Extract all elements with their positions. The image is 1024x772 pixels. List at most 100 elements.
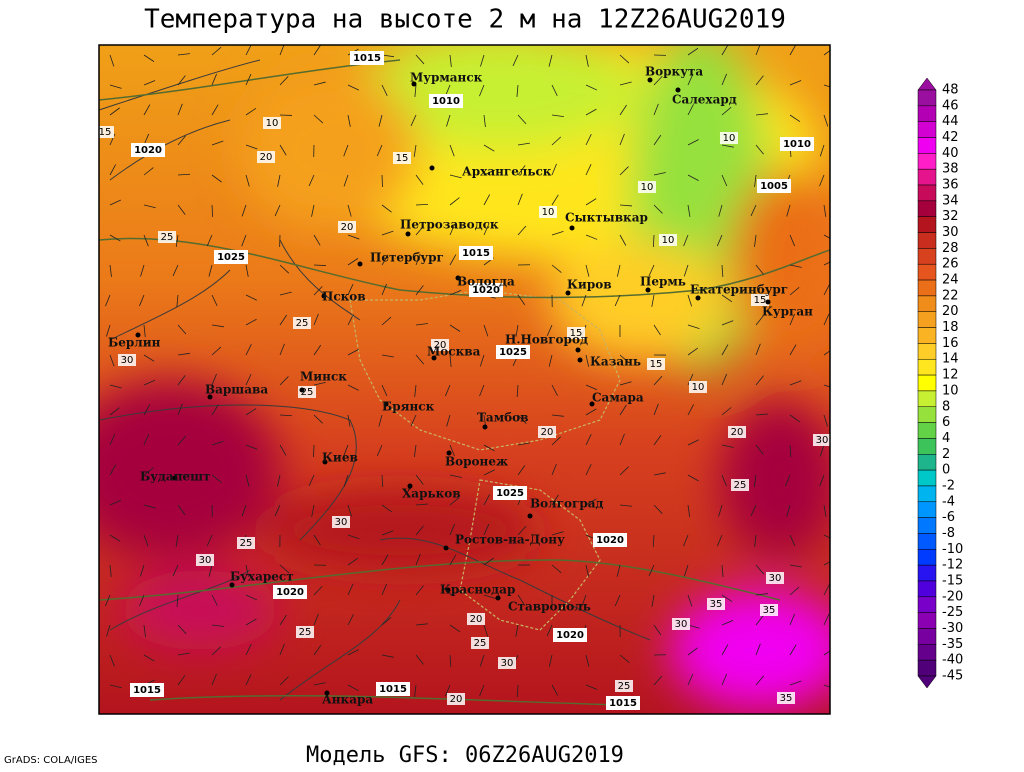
colorbar-swatch: [918, 375, 936, 391]
city-label: Н.Новгород: [505, 333, 588, 347]
colorbar-end: [918, 78, 936, 90]
city-dot: [300, 388, 305, 393]
city-label: Ставрополь: [508, 600, 591, 614]
colorbar-swatch: [918, 597, 936, 613]
isotherm-label: 25: [474, 638, 487, 649]
city-dot: [430, 166, 435, 171]
isobar-label: 1015: [462, 248, 490, 259]
isotherm-label: 30: [675, 619, 688, 630]
city-label: Салехард: [672, 93, 737, 107]
colorbar-label: 16: [942, 336, 959, 351]
colorbar-swatch: [918, 90, 936, 106]
colorbar-label: -12: [942, 558, 963, 573]
city-dot: [406, 232, 411, 237]
isobar-label: 1020: [134, 145, 162, 156]
city-label: Будапешт: [140, 470, 210, 484]
isobar-label: 1015: [379, 684, 407, 695]
colorbar-label: 4: [942, 431, 950, 446]
colorbar-label: -10: [942, 542, 963, 557]
colorbar-swatch: [918, 280, 936, 296]
isotherm-label: 30: [335, 517, 348, 528]
isotherm-label: 15: [99, 127, 112, 138]
city-dot: [483, 425, 488, 430]
colorbar-label: 44: [942, 114, 959, 129]
isotherm-label: 20: [470, 614, 483, 625]
colorbar-swatch: [918, 644, 936, 660]
colorbar-swatch: [918, 264, 936, 280]
colorbar-label: 18: [942, 320, 959, 335]
isotherm-label: 25: [734, 480, 747, 491]
isotherm-label: 10: [266, 118, 279, 129]
colorbar-label: 40: [942, 146, 959, 161]
colorbar-label: -25: [942, 605, 963, 620]
city-label: Сыктывкар: [565, 211, 648, 225]
colorbar-swatch: [918, 486, 936, 502]
city-label: Псков: [322, 290, 366, 304]
colorbar-swatch: [918, 613, 936, 629]
city-label: Пермь: [640, 275, 686, 289]
city-label: Мурманск: [410, 71, 483, 85]
colorbar-label: 34: [942, 193, 959, 208]
colorbar-label: 20: [942, 304, 959, 319]
colorbar-label: -20: [942, 589, 963, 604]
wind-arrow: [314, 265, 326, 266]
colorbar-swatch: [918, 343, 936, 359]
isobar-label: 1015: [353, 53, 381, 64]
colorbar-swatch: [918, 185, 936, 201]
colorbar-label: 0: [942, 463, 950, 478]
isobar-label: 1010: [783, 139, 811, 150]
colorbar-swatch: [918, 518, 936, 534]
city-label: Самара: [592, 391, 644, 405]
colorbar-label: 30: [942, 225, 959, 240]
city-label: Петербург: [370, 251, 444, 265]
colorbar-label: 14: [942, 352, 959, 367]
isotherm-label: 20: [260, 152, 273, 163]
city-label: Анкара: [322, 693, 373, 707]
city-label: Тамбов: [477, 411, 528, 425]
city-label: Волгоград: [530, 497, 603, 511]
credit: GrADS: COLA/IGES: [4, 755, 98, 766]
isotherm-label: 35: [780, 693, 793, 704]
isobar-label: 1015: [133, 685, 161, 696]
isotherm-label: 35: [710, 599, 723, 610]
city-label: Краснодар: [440, 583, 515, 597]
colorbar-swatch: [918, 581, 936, 597]
city-label: Харьков: [402, 487, 461, 501]
isobar-label: 1020: [596, 535, 624, 546]
isotherm-label: 10: [723, 133, 736, 144]
isotherm-label: 25: [161, 232, 174, 243]
colorbar-swatch: [918, 201, 936, 217]
colorbar-label: -30: [942, 621, 963, 636]
city-label: Курган: [762, 305, 813, 319]
city-label: Москва: [427, 345, 481, 359]
colorbar-swatch: [918, 328, 936, 344]
isobar-label: 1015: [609, 698, 637, 709]
city-dot: [528, 514, 533, 519]
city-label: Варшава: [205, 383, 268, 397]
city-dot: [358, 262, 363, 267]
colorbar-swatch: [918, 391, 936, 407]
isotherm-label: 25: [240, 538, 253, 549]
isotherm-label: 20: [541, 427, 554, 438]
title: Температура на высоте 2 м на 12Z26AUG201…: [144, 5, 786, 35]
colorbar-swatch: [918, 565, 936, 581]
colorbar-label: 42: [942, 130, 959, 145]
colorbar-label: 10: [942, 383, 959, 398]
isotherm-label: 25: [296, 318, 309, 329]
colorbar-label: -40: [942, 653, 963, 668]
isotherm-label: 30: [769, 573, 782, 584]
city-label: Петрозаводск: [400, 218, 499, 232]
colorbar-swatch: [918, 359, 936, 375]
city-label: Ростов-на-Дону: [455, 533, 565, 547]
city-label: Казань: [590, 355, 641, 369]
colorbar-label: 22: [942, 288, 959, 303]
isobar-label: 1010: [432, 96, 460, 107]
colorbar-swatch: [918, 296, 936, 312]
model-caption: Модель GFS: 06Z26AUG2019: [306, 743, 624, 768]
colorbar: 4846444240383634323028262422201816141210…: [918, 78, 963, 688]
city-dot: [578, 358, 583, 363]
city-dot: [496, 596, 501, 601]
colorbar-swatch: [918, 407, 936, 423]
